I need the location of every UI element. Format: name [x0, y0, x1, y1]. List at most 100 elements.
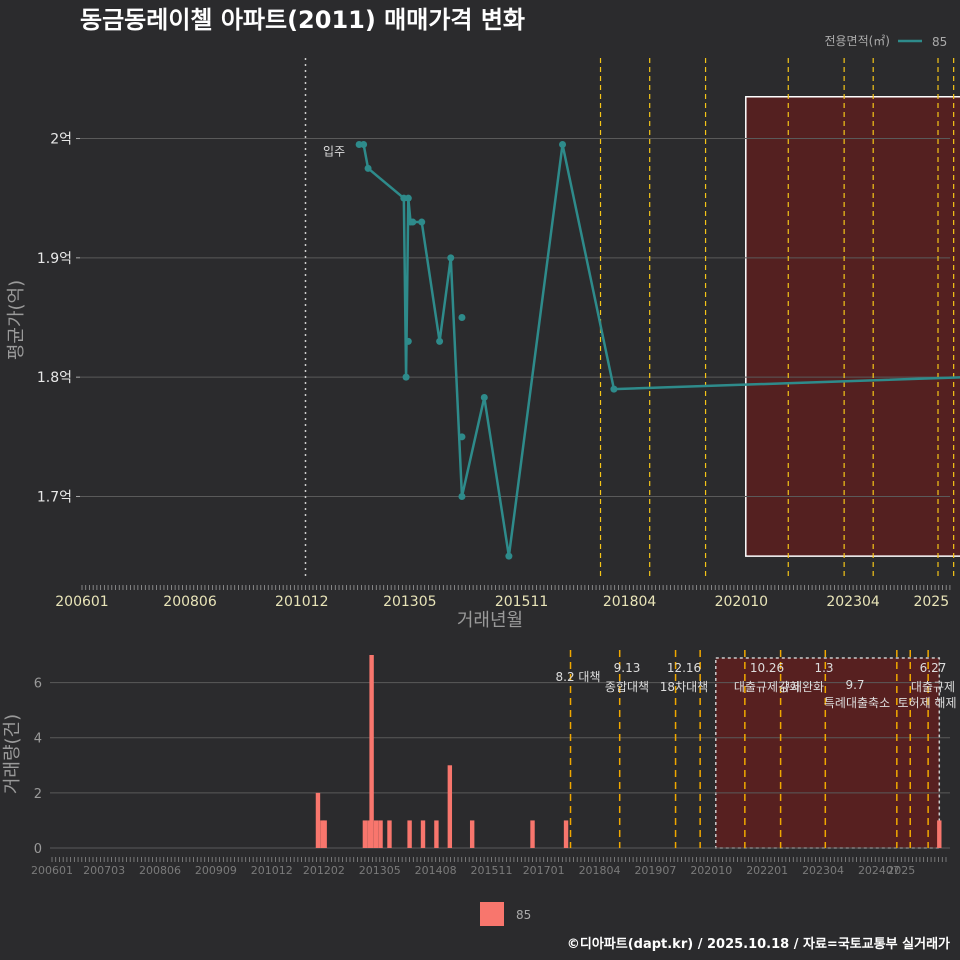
- price-point: [559, 140, 567, 148]
- bottom-x-tick-label: 201202: [303, 864, 345, 877]
- policy-annotation-label: 종합대책: [605, 679, 649, 694]
- price-point: [447, 254, 455, 262]
- top-y-tick-label: 1.8억: [37, 370, 72, 386]
- policy-annotations: 8.2 대책 9.13 종합대책 12.16 18차대책 10.26 대출규제강화 1.3 규제…: [556, 661, 957, 710]
- top-highlight-box: [745, 96, 960, 557]
- bottom-legend-entry-85: 85: [516, 908, 531, 922]
- bottom-x-tick-label: 201408: [415, 864, 457, 877]
- bottom-x-tick-label: 202407: [858, 864, 900, 877]
- policy-annotation: 8.2 대책: [556, 669, 601, 684]
- top-x-tick-label: 200601: [55, 594, 108, 610]
- policy-annotation-date: 10.26: [750, 661, 784, 675]
- price-point: [404, 194, 412, 202]
- top-x-tick-label: 200806: [163, 594, 217, 610]
- top-highlight-region: [745, 96, 960, 557]
- bottom-x-tick-label: 201804: [579, 864, 621, 877]
- volume-bar: [369, 655, 374, 848]
- bottom-x-tick-label: 202304: [802, 864, 844, 877]
- legend-entry-85: 85: [932, 35, 947, 49]
- top-x-tick-label: 201511: [495, 594, 548, 610]
- volume-bar: [420, 820, 426, 848]
- policy-annotation-date: 6.27: [920, 661, 947, 675]
- policy-annotation-label: 대출규제: [911, 680, 955, 694]
- volume-bar: [367, 820, 372, 848]
- bottom-x-tick-label: 200909: [195, 864, 237, 877]
- volume-bar: [447, 765, 453, 848]
- policy-annotation-date: 1.3: [814, 661, 833, 675]
- volume-bar: [315, 792, 321, 848]
- bottom-policy-lines: [569, 650, 929, 848]
- top-x-tick-label: 202304: [826, 594, 880, 610]
- top-x-tick-label: 2025: [913, 594, 949, 610]
- bottom-x-tick-label: 202010: [690, 864, 732, 877]
- policy-annotation-date: 9.13: [614, 661, 641, 675]
- volume-bar: [469, 820, 475, 848]
- top-gridlines: [80, 138, 950, 497]
- bottom-x-tick-label: 202201: [746, 864, 788, 877]
- top-y-tick-label: 2억: [50, 132, 72, 148]
- price-point: [364, 164, 372, 172]
- legend-bar-swatch: [480, 902, 504, 926]
- top-y-axis: 1.7억 1.8억 1.9억 2억: [37, 132, 80, 505]
- move-in-label: 입주: [323, 144, 345, 158]
- bottom-y-tick-label: 6: [34, 677, 42, 692]
- bottom-legend: 85: [480, 902, 531, 926]
- bottom-highlight-region: [715, 657, 941, 849]
- bottom-y-axis-title: 거래량(건): [2, 714, 23, 794]
- top-y-tick-label: 1.9억: [37, 251, 72, 267]
- top-x-tick-label: 201305: [383, 594, 436, 610]
- price-point: [458, 492, 466, 500]
- volume-bar: [373, 820, 379, 848]
- volume-bar: [387, 820, 392, 848]
- bottom-x-tick-label: 201012: [251, 864, 293, 877]
- bottom-x-tick-label: 2025: [887, 864, 915, 877]
- policy-annotation-label: 대출규제강화: [734, 680, 800, 694]
- volume-bar: [937, 820, 942, 848]
- bottom-y-tick-label: 2: [34, 787, 42, 802]
- bottom-gridlines: [50, 682, 950, 849]
- bottom-y-axis: 0 2 4 6: [34, 677, 42, 857]
- volume-bar: [563, 820, 569, 848]
- policy-annotation-label: 18차대책: [660, 679, 708, 694]
- bottom-x-tick-label: 201305: [359, 864, 401, 877]
- bottom-highlight-box: [715, 657, 941, 849]
- top-x-tick-label: 201804: [603, 594, 657, 610]
- volume-bar: [362, 820, 368, 848]
- top-x-axis-title: 거래년월: [457, 610, 523, 631]
- volume-bars: [315, 655, 942, 848]
- bottom-y-tick-label: 4: [34, 732, 42, 747]
- policy-annotation-label: 규제완화: [780, 680, 824, 694]
- volume-bar: [378, 820, 383, 848]
- top-legend: 전용면적(㎡) 85: [824, 34, 947, 49]
- volume-bar: [320, 820, 325, 848]
- policy-annotation-label: 토허제 해제: [897, 696, 956, 710]
- price-point: [418, 218, 426, 226]
- price-point: [480, 393, 488, 401]
- top-x-axis: 200601 200806 201012 201305 201511 201804 2020…: [55, 585, 951, 610]
- price-point: [360, 140, 368, 148]
- price-series: [355, 140, 960, 560]
- bottom-x-tick-label: 201907: [634, 864, 676, 877]
- price-point: [505, 552, 513, 560]
- price-point: [402, 373, 410, 381]
- price-point: [404, 337, 412, 345]
- bottom-x-tick-label: 201511: [471, 864, 513, 877]
- policy-annotation-date: 12.16: [667, 661, 701, 675]
- volume-bar: [530, 820, 535, 848]
- top-x-tick-label: 202010: [715, 594, 768, 610]
- price-point: [409, 218, 417, 226]
- bottom-x-tick-label: 200703: [83, 864, 125, 877]
- legend-title: 전용면적(㎡): [824, 34, 890, 48]
- price-point: [458, 314, 466, 321]
- bottom-x-tick-label: 200601: [31, 864, 73, 877]
- bottom-y-tick-label: 0: [34, 842, 42, 857]
- policy-annotation-label: 특례대출축소: [824, 696, 890, 710]
- price-point: [436, 337, 444, 345]
- price-point: [458, 433, 466, 441]
- volume-bar: [322, 820, 327, 848]
- bottom-x-tick-label: 200806: [139, 864, 181, 877]
- volume-bar: [434, 820, 439, 848]
- source-caption: ©디아파트(dapt.kr) / 2025.10.18 / 자료=국토교통부 실…: [567, 936, 950, 952]
